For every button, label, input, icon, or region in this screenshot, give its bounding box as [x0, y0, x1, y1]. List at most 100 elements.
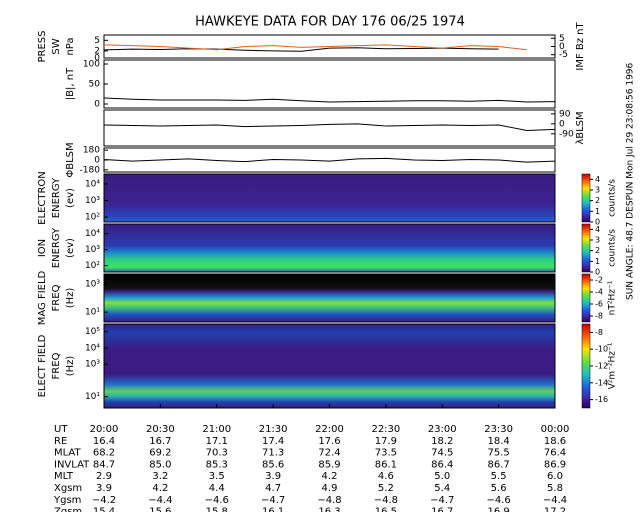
colorbar-tick-label: -8 [595, 328, 603, 337]
y-axis-label: (ev) [65, 188, 76, 208]
ephemeris-value: 16.4 [93, 436, 115, 447]
ephemeris-value: 74.5 [431, 448, 453, 459]
ephemeris-value: 72.4 [318, 448, 340, 459]
ephemeris-value: 17.6 [318, 436, 340, 447]
data-line [103, 123, 556, 131]
colorbar-tick-label: -14 [595, 378, 608, 387]
ephemeris-value: 75.5 [487, 448, 509, 459]
ephemeris-value: 69.2 [149, 448, 171, 459]
ephemeris-value: 85.3 [206, 459, 228, 470]
y-axis-label: SW [51, 38, 62, 54]
colorbar-tick-label: 1 [595, 257, 600, 266]
ephemeris-label: INVLAT [54, 459, 90, 470]
spectrogram [104, 324, 555, 408]
ephemeris-value: 15.4 [93, 507, 115, 512]
x-tick-label: 22:00 [315, 424, 344, 435]
y-tick-label: 10⁵ [85, 327, 100, 337]
ephemeris-value: −4.4 [148, 495, 172, 506]
ephemeris-value: 76.4 [544, 448, 566, 459]
ephemeris-value: 5.2 [378, 483, 394, 494]
y-tick-label: 10⁴ [85, 229, 100, 239]
ephemeris-value: 86.1 [375, 459, 397, 470]
colorbar-label: counts/s [608, 179, 618, 217]
ephemeris-value: 18.6 [544, 436, 566, 447]
ephemeris-value: 16.1 [262, 507, 284, 512]
x-tick-label: 23:30 [484, 424, 513, 435]
colorbar-tick-label: 2 [595, 246, 600, 255]
x-tick-label: 21:00 [202, 424, 231, 435]
y-tick-label: 10⁴ [85, 179, 100, 189]
x-tick-label: 22:30 [371, 424, 400, 435]
ephemeris-value: 3.2 [152, 471, 168, 482]
y-axis-label: nPa [65, 37, 76, 55]
x-tick-label: 00:00 [541, 424, 570, 435]
y-axis-label: ENERGY [51, 227, 62, 268]
colorbar-tick-label: -2 [595, 276, 603, 285]
colorbar-tick-label: 4 [595, 175, 600, 184]
colorbar-label: V²m⁻²Hz⁻¹ [608, 342, 618, 389]
y2-axis-label: λBLSM [575, 111, 586, 144]
y2-axis-label: IMF Bz nT [575, 21, 586, 70]
ephemeris-value: 15.8 [206, 507, 228, 512]
ephemeris-label: MLAT [54, 448, 81, 459]
y-axis-label: FREQ [51, 284, 62, 311]
y-tick-label: 10¹ [85, 308, 100, 318]
panel-frame [103, 109, 556, 147]
colorbar-tick-label: -4 [595, 288, 603, 297]
ephemeris-value: 3.9 [96, 483, 112, 494]
y2-tick-label: 0 [559, 119, 565, 129]
ephemeris-value: 73.5 [375, 448, 397, 459]
y-axis-label: |B|, nT [65, 67, 76, 100]
y-tick-label: 5 [94, 36, 100, 46]
ephemeris-value: −4.8 [317, 495, 341, 506]
colorbar [581, 323, 591, 409]
x-tick-label: 20:30 [146, 424, 175, 435]
ephemeris-value: 3.5 [209, 471, 225, 482]
ephemeris-value: −4.6 [205, 495, 229, 506]
panel-frame [103, 273, 556, 323]
y-tick-label: 0 [94, 100, 100, 110]
ephemeris-value: 4.6 [378, 471, 394, 482]
colorbar-tick-label: -8 [595, 312, 603, 321]
colorbar-tick-label: -10 [595, 345, 608, 354]
y2-tick-label: 0 [559, 42, 565, 52]
ephemeris-value: 17.4 [262, 436, 284, 447]
ephemeris-value: 5.4 [434, 483, 450, 494]
ephemeris-value: 4.4 [209, 483, 225, 494]
ephemeris-value: 16.5 [375, 507, 397, 512]
ephemeris-value: 16.7 [431, 507, 453, 512]
ephemeris-value: 5.0 [434, 471, 450, 482]
ephemeris-value: 85.0 [149, 459, 171, 470]
y-tick-label: 10³ [85, 279, 100, 289]
ephemeris-value: −4.4 [543, 495, 567, 506]
ephemeris-value: 16.7 [149, 436, 171, 447]
ephemeris-value: 5.8 [547, 483, 563, 494]
y2-tick-label: 5 [559, 34, 565, 44]
ephemeris-value: 86.4 [431, 459, 453, 470]
y-tick-label: 10³ [85, 245, 100, 255]
y-tick-label: 10² [85, 261, 100, 271]
y2-tick-label: -90 [559, 129, 574, 139]
y-tick-label: 10² [85, 213, 100, 223]
y-tick-label: -180 [80, 165, 101, 175]
colorbar-tick-label: 4 [595, 225, 600, 234]
ephemeris-value: 6.0 [547, 471, 563, 482]
data-line [103, 157, 556, 163]
y-tick-label: 0 [94, 156, 100, 166]
x-tick-label: 20:00 [90, 424, 119, 435]
ephemeris-value: 84.7 [93, 459, 115, 470]
colorbar-label: counts/s [608, 229, 618, 267]
y2-tick-label: 90 [559, 109, 571, 119]
y-axis-label: (ev) [65, 238, 76, 258]
ephemeris-value: 3.9 [265, 471, 281, 482]
colorbar-tick-label: 2 [595, 196, 600, 205]
y-axis-label: ELECTRON [37, 171, 48, 225]
ephemeris-value: −4.2 [92, 495, 116, 506]
y-tick-label: 10⁴ [85, 343, 100, 353]
colorbar [581, 273, 591, 323]
y-axis-label: MAG FIELD [37, 270, 48, 325]
ephemeris-label: UT [54, 424, 68, 435]
ephemeris-value: 16.9 [487, 507, 509, 512]
colorbar-tick-label: 1 [595, 207, 600, 216]
